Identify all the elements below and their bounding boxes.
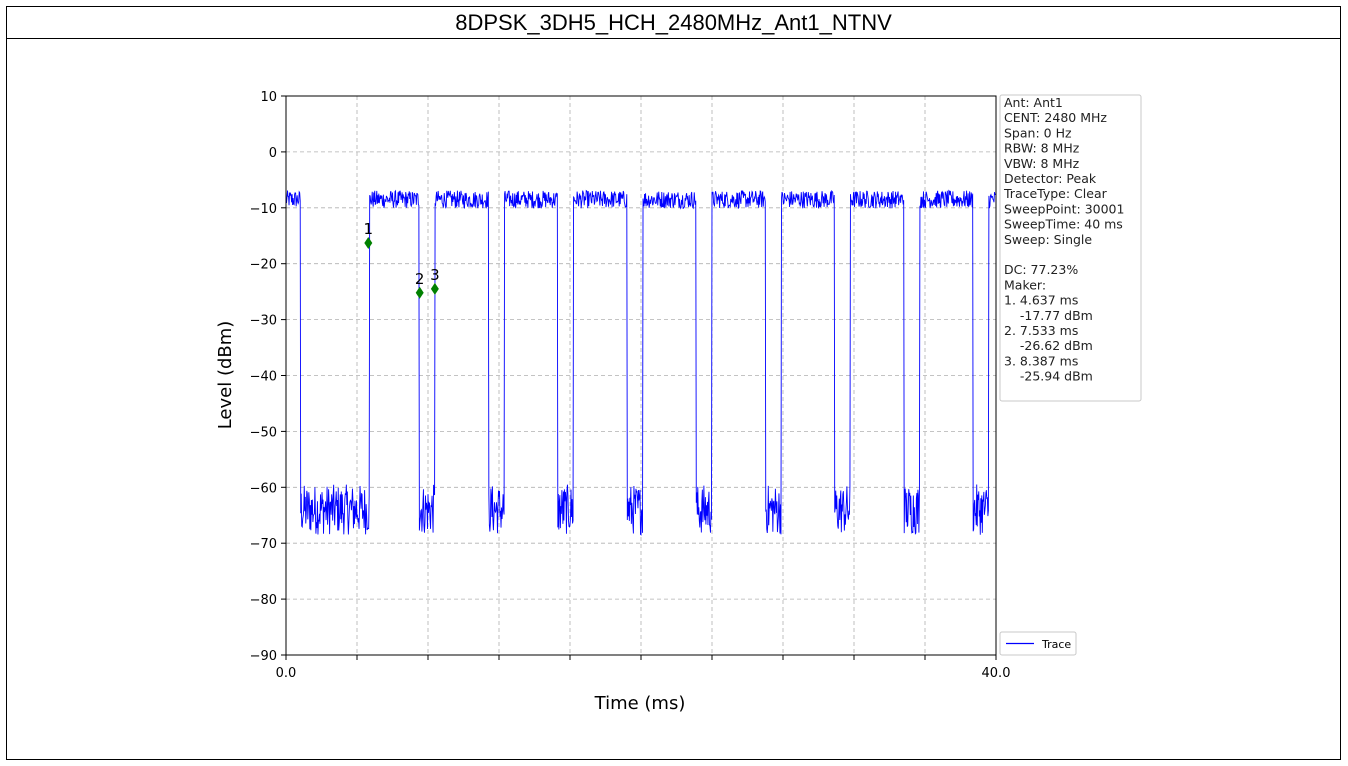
info-box-frame [999, 94, 1142, 402]
marker-layer: 1 2 3 [364, 220, 440, 299]
legend-label: Trace [1041, 638, 1071, 651]
legend: Trace [999, 631, 1077, 656]
info-line: TraceType: Clear [1003, 186, 1108, 201]
info-line: Maker: [1004, 277, 1046, 292]
info-line: VBW: 8 MHz [1004, 156, 1080, 171]
info-line: -25.94 dBm [1004, 369, 1093, 384]
info-line: Detector: Peak [1004, 171, 1097, 186]
marker-point [430, 282, 439, 295]
x-tick-label: 40.0 [982, 666, 1011, 681]
title-bar: 8DPSK_3DH5_HCH_2480MHz_Ant1_NTNV [7, 7, 1340, 39]
info-line: Sweep: Single [1004, 232, 1092, 247]
info-line: 1. 4.637 ms [1004, 293, 1078, 308]
y-tick-label: −10 [250, 202, 277, 217]
marker-point [415, 286, 424, 299]
y-tick-label: 0 [269, 146, 277, 161]
marker-point [364, 237, 373, 250]
y-tick-label: −60 [250, 481, 277, 496]
y-tick-label: −50 [250, 425, 277, 440]
marker-label: 1 [364, 220, 374, 238]
marker-label: 3 [430, 266, 440, 284]
trace-line [285, 189, 997, 536]
info-line: DC: 77.23% [1004, 262, 1078, 277]
y-tick-label: −20 [250, 258, 277, 273]
info-line: -17.77 dBm [1004, 308, 1093, 323]
y-tick-label: −90 [250, 649, 277, 664]
grid-layer [286, 96, 996, 655]
info-line: RBW: 8 MHz [1004, 141, 1080, 156]
axis-layer: 10 0 −10 −20 −30 −40 −50 −60 −70 −80 −90 0.0 40.0 [250, 90, 1011, 681]
marker-label: 2 [415, 270, 425, 288]
y-tick-label: −30 [250, 314, 277, 329]
x-tick-label: 0.0 [276, 666, 297, 681]
info-line: 3. 8.387 ms [1004, 353, 1078, 368]
y-tick-label: −40 [250, 370, 277, 385]
x-axis-label: Time (ms) [594, 693, 686, 714]
y-tick-label: −70 [250, 537, 277, 552]
info-line: SweepPoint: 30001 [1004, 201, 1124, 216]
y-tick-label: 10 [260, 90, 277, 105]
page-title: 8DPSK_3DH5_HCH_2480MHz_Ant1_NTNV [455, 10, 892, 35]
y-tick-label: −80 [250, 593, 277, 608]
info-line: SweepTime: 40 ms [1004, 217, 1123, 232]
info-line: CENT: 2480 MHz [1004, 110, 1107, 125]
y-axis-label: Level (dBm) [215, 321, 236, 430]
info-line: Ant: Ant1 [1004, 95, 1063, 110]
info-line: 2. 7.533 ms [1004, 323, 1078, 338]
info-line: -26.62 dBm [1004, 338, 1093, 353]
legend-frame [999, 631, 1077, 656]
trace-layer [285, 189, 997, 536]
info-line: Span: 0 Hz [1004, 125, 1072, 140]
